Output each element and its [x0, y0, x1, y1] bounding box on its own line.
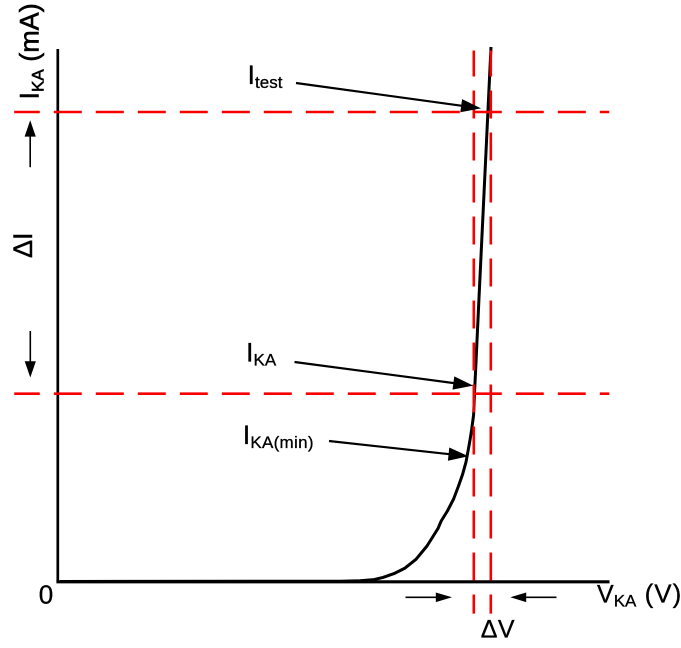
svg-text:ΔV: ΔV [481, 616, 515, 644]
svg-text:IKA(min): IKA(min) [243, 420, 314, 452]
svg-text:VKA (V): VKA (V) [597, 579, 681, 611]
svg-text:Itest: Itest [248, 60, 283, 92]
svg-text:IKA: IKA [246, 338, 277, 370]
svg-text:IKA (mA): IKA (mA) [14, 3, 47, 99]
svg-text:ΔI: ΔI [8, 232, 38, 258]
svg-text:0: 0 [39, 580, 53, 610]
